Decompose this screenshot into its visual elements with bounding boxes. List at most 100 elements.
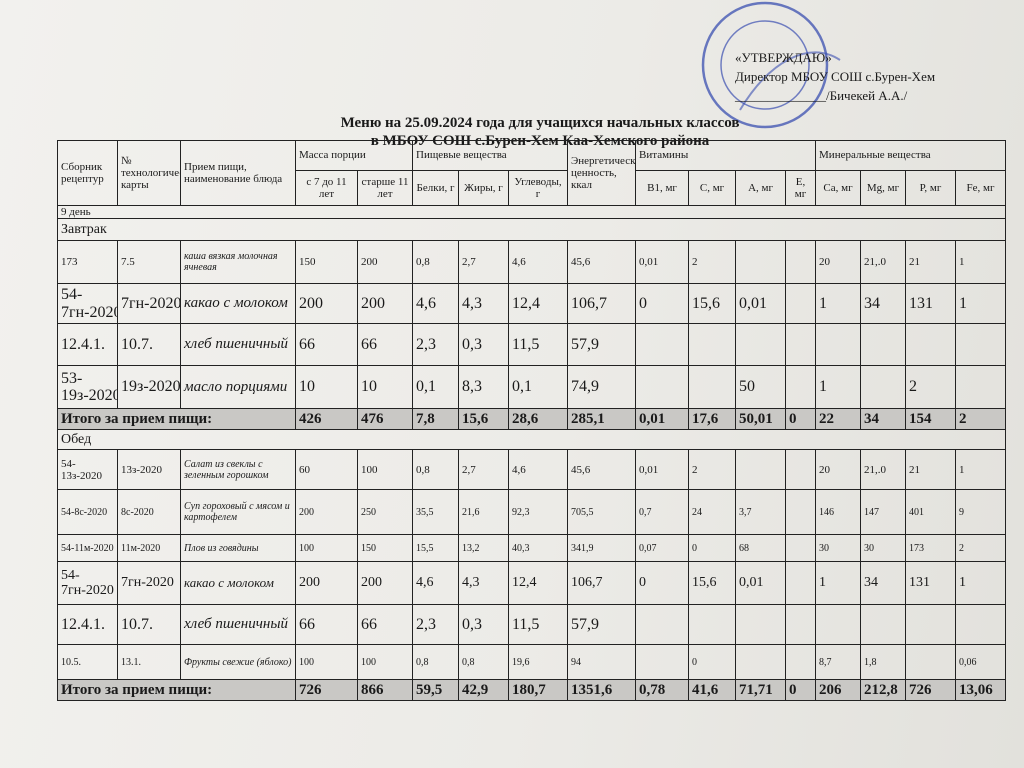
- cell: 54-7гн-2020: [57, 283, 118, 325]
- cell: 2,3: [412, 604, 459, 646]
- cell: 8,7: [815, 644, 862, 681]
- cell: [860, 323, 907, 367]
- cell: 0,8: [412, 240, 459, 285]
- cell: 1: [815, 283, 862, 325]
- cell: [785, 644, 817, 681]
- cell: 92,3: [507, 489, 569, 536]
- cell: [688, 323, 737, 367]
- cell: 7гн-2020: [117, 561, 181, 606]
- cell: [905, 644, 957, 681]
- cell: 401: [905, 489, 957, 536]
- cell: 1,8: [860, 644, 907, 681]
- section-label: Завтрак: [56, 218, 1007, 242]
- cell: 8с-2020: [117, 489, 181, 536]
- cell: 1: [955, 240, 1007, 285]
- total-label: Итого за прием пищи:: [57, 679, 296, 702]
- cell: 40,3: [507, 534, 569, 563]
- header-cell: Углеводы, г: [507, 170, 569, 206]
- dish-row: 54-8с-2020 8с-2020 Суп гороховый с мясом и…: [57, 489, 1007, 536]
- cell: 100: [357, 644, 413, 681]
- cell: 4,6: [507, 240, 569, 285]
- approval-signature: ______________/Бичекей А.А./: [735, 88, 908, 103]
- cell: 11м-2020: [117, 534, 181, 563]
- header-cell: С, мг: [688, 170, 737, 206]
- cell: 4,3: [458, 283, 509, 325]
- total-cell: 1351,6: [567, 679, 637, 702]
- cell: 2: [955, 534, 1007, 563]
- dish-row: 54-11м-2020 11м-2020 Плов из говядины 100 15…: [57, 534, 1007, 563]
- header-cell: Fe, мг: [955, 170, 1007, 206]
- cell: 0,01: [635, 240, 690, 285]
- cell: [860, 604, 907, 646]
- cell: 15,5: [412, 534, 459, 563]
- cell: 94: [567, 644, 637, 681]
- cell: 74,9: [567, 365, 637, 410]
- total-cell: 15,6: [458, 408, 509, 431]
- cell: 1: [815, 365, 862, 410]
- cell: 2: [688, 240, 737, 285]
- cell: 45,6: [567, 449, 637, 491]
- cell: 200: [357, 283, 413, 325]
- approval: «УТВЕРЖДАЮ» Директор МБОУ СОШ с.Бурен-Хе…: [735, 48, 935, 105]
- total-cell: 2: [955, 408, 1007, 431]
- cell: 34: [860, 561, 907, 606]
- cell: 50: [735, 365, 787, 410]
- cell: 150: [295, 240, 358, 285]
- cell: 8,3: [458, 365, 509, 410]
- cell: 12.4.1.: [57, 604, 118, 646]
- cell: 12,4: [507, 283, 569, 325]
- total-cell: 0: [785, 408, 817, 431]
- cell: [688, 365, 737, 410]
- cell: 19з-2020: [117, 365, 181, 410]
- cell: 106,7: [567, 561, 637, 606]
- section-label: Обед: [56, 429, 1007, 451]
- dish-name: Суп гороховый с мясом и картофелем: [180, 489, 296, 536]
- cell: [905, 323, 957, 367]
- cell: 0: [688, 644, 737, 681]
- total-cell: 22: [815, 408, 862, 431]
- cell: 66: [295, 323, 358, 367]
- dish-name: Салат из свеклы с зеленным горошком: [180, 449, 296, 491]
- header-cell: Энергетическая ценность, ккал: [567, 140, 637, 206]
- cell: 2,7: [458, 449, 509, 491]
- cell: [785, 561, 817, 606]
- cell: 10: [357, 365, 413, 410]
- total-cell: 50,01: [735, 408, 787, 431]
- header-cell: Масса порции: [295, 140, 413, 171]
- total-cell: 285,1: [567, 408, 637, 431]
- cell: [785, 323, 817, 367]
- cell: 0,3: [458, 604, 509, 646]
- cell: 146: [815, 489, 862, 536]
- cell: [735, 240, 787, 285]
- header-cell: Минеральные вещества: [815, 140, 1007, 171]
- cell: 4,6: [412, 283, 459, 325]
- cell: 341,9: [567, 534, 637, 563]
- cell: 1: [955, 561, 1007, 606]
- cell: 131: [905, 561, 957, 606]
- cell: 13.1.: [117, 644, 181, 681]
- approval-position: Директор МБОУ СОШ с.Бурен-Хем: [735, 69, 936, 84]
- cell: [735, 644, 787, 681]
- total-cell: 866: [357, 679, 413, 702]
- cell: 21: [905, 240, 957, 285]
- cell: 0,01: [635, 449, 690, 491]
- cell: 0,01: [735, 283, 787, 325]
- cell: [815, 604, 862, 646]
- cell: 2,7: [458, 240, 509, 285]
- cell: 45,6: [567, 240, 637, 285]
- cell: 53-19з-2020: [57, 365, 118, 410]
- cell: 20: [815, 449, 862, 491]
- cell: 2: [905, 365, 957, 410]
- dish-row: 54-13з-2020 13з-2020 Салат из свеклы с зел…: [57, 449, 1007, 491]
- cell: 10.7.: [117, 604, 181, 646]
- cell: 705,5: [567, 489, 637, 536]
- header-cell: Mg, мг: [860, 170, 907, 206]
- dish-name: хлеб пшеничный: [180, 604, 296, 646]
- cell: 0,06: [955, 644, 1007, 681]
- cell: 4,6: [507, 449, 569, 491]
- cell: 54-13з-2020: [57, 449, 118, 491]
- day-row: 9 день: [56, 204, 1007, 220]
- cell: 12.4.1.: [57, 323, 118, 367]
- cell: 1: [815, 561, 862, 606]
